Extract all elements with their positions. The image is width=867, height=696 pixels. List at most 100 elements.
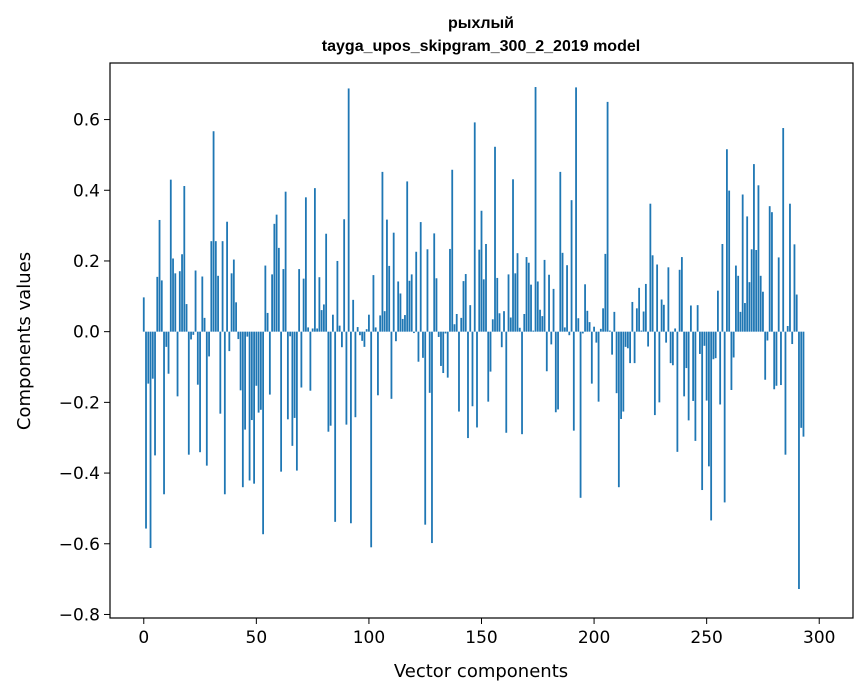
x-tick-label: 150 [465, 628, 497, 648]
bar [744, 303, 746, 332]
bar [721, 243, 724, 332]
bar [746, 216, 749, 332]
bar [462, 281, 465, 332]
bar [667, 267, 670, 332]
bar [563, 327, 566, 332]
y-tick-label: −0.6 [59, 535, 100, 555]
bar [444, 331, 447, 334]
bar [431, 331, 433, 544]
bar [678, 269, 681, 332]
bar [458, 331, 460, 412]
bar [253, 331, 255, 484]
bar [748, 282, 751, 332]
bar [478, 249, 481, 332]
bar [295, 331, 298, 471]
bar [494, 146, 496, 332]
bar [273, 223, 276, 332]
bar [165, 331, 168, 347]
bar [561, 252, 564, 332]
bar [395, 331, 397, 342]
bar [163, 331, 165, 495]
bar [325, 233, 328, 332]
bar [647, 331, 650, 347]
bar [525, 257, 528, 332]
bar [275, 214, 278, 332]
bar [194, 270, 197, 332]
bar [480, 210, 483, 332]
bar [503, 311, 505, 332]
bar [156, 276, 159, 332]
bar [602, 308, 604, 332]
bar [649, 203, 652, 332]
bar [624, 331, 627, 347]
bar [437, 331, 440, 337]
x-axis-ticks: 0 50 100 150 200 250 300 [138, 618, 835, 648]
bar [622, 331, 625, 412]
bar [543, 259, 546, 332]
x-tick-label: 300 [803, 628, 835, 648]
bar [532, 330, 535, 332]
bar [705, 331, 708, 401]
bar [237, 331, 240, 340]
bar [701, 331, 704, 491]
bar [500, 331, 503, 348]
bar [708, 331, 710, 467]
bar [584, 284, 586, 332]
bar [689, 305, 692, 332]
bar [145, 331, 147, 529]
bar [259, 331, 262, 410]
bar [719, 331, 722, 405]
bar [791, 331, 794, 345]
bar [363, 331, 366, 347]
bar [451, 169, 454, 332]
bar [768, 206, 771, 332]
bar [293, 331, 296, 418]
bar [154, 331, 156, 456]
bar [775, 331, 778, 386]
bar [169, 179, 172, 332]
y-tick-label: 0.2 [73, 252, 100, 272]
bar [149, 331, 152, 548]
bar [307, 327, 310, 332]
bar [714, 331, 717, 359]
bar [798, 331, 800, 590]
bar [559, 171, 562, 332]
bar [680, 257, 683, 332]
bar [232, 259, 235, 332]
bar [741, 194, 744, 332]
bar [453, 324, 456, 332]
bar [640, 330, 643, 332]
bar [230, 273, 233, 332]
bar [264, 265, 267, 332]
bar [633, 331, 636, 364]
bar [786, 326, 789, 332]
y-tick-label: 0.4 [73, 181, 100, 201]
x-tick-label: 50 [246, 628, 268, 648]
bar [732, 331, 735, 358]
bar [638, 287, 641, 332]
bar [489, 331, 492, 372]
bar [415, 251, 418, 332]
bar [757, 185, 760, 332]
bar [176, 331, 179, 397]
bar [802, 331, 805, 437]
bar [318, 277, 321, 332]
bar [471, 331, 474, 407]
bar [631, 301, 634, 332]
bar [669, 331, 672, 364]
bar [309, 331, 312, 391]
bar [771, 212, 773, 332]
bar [586, 310, 589, 332]
bar [469, 305, 472, 332]
bar [286, 331, 289, 420]
bar [419, 222, 422, 332]
bar [266, 312, 269, 332]
bar [579, 331, 582, 498]
bar [343, 219, 346, 332]
bar [467, 331, 469, 439]
bar [762, 291, 764, 332]
bar [410, 274, 413, 332]
bar [577, 318, 580, 332]
bar [507, 274, 510, 332]
bar [316, 328, 319, 332]
